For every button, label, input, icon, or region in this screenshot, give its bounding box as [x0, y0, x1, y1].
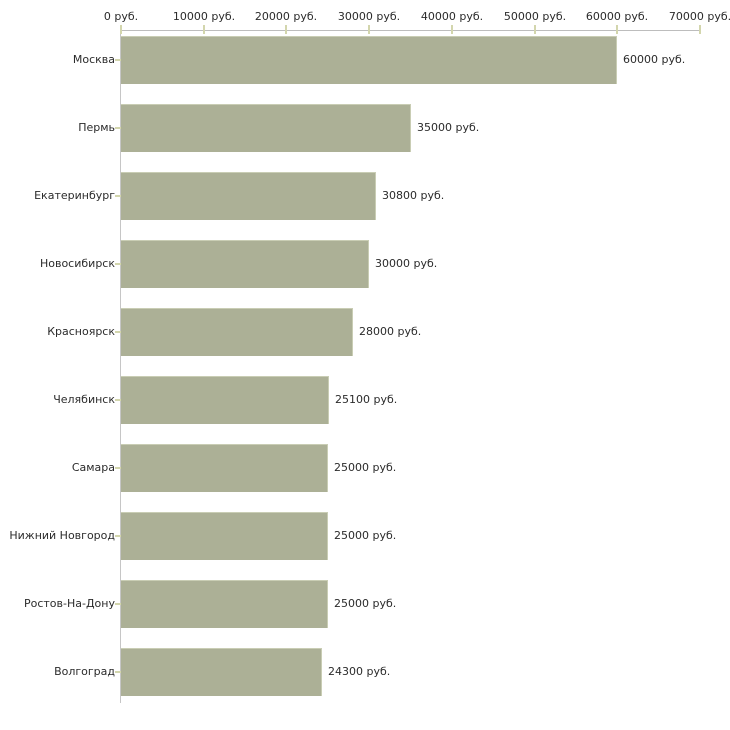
bar: [121, 648, 322, 696]
category-label: Ростов-На-Дону: [23, 597, 115, 610]
y-axis-line: [120, 30, 121, 703]
bar: [121, 240, 369, 288]
category-label: Самара: [71, 461, 115, 474]
bar-value-label: 24300 руб.: [328, 665, 391, 678]
category-tick: [115, 399, 121, 401]
x-axis-tick: [285, 25, 287, 34]
x-axis-tick-label: 30000 руб.: [337, 10, 401, 23]
category-label: Красноярск: [47, 325, 115, 338]
category-tick: [115, 263, 121, 265]
category-tick: [115, 195, 121, 197]
category-tick: [115, 535, 121, 537]
bar-value-label: 60000 руб.: [623, 53, 686, 66]
category-tick: [115, 467, 121, 469]
category-tick: [115, 127, 121, 129]
bar: [121, 376, 329, 424]
x-axis-tick: [203, 25, 205, 34]
category-label: Екатеринбург: [34, 189, 115, 202]
x-axis-tick: [368, 25, 370, 34]
category-label: Новосибирск: [39, 257, 115, 270]
x-axis-line: [120, 30, 701, 31]
bar-value-label: 30000 руб.: [375, 257, 438, 270]
bar: [121, 512, 328, 560]
bar: [121, 444, 328, 492]
category-label: Москва: [72, 53, 115, 66]
x-axis-tick: [699, 25, 701, 34]
category-label: Нижний Новгород: [9, 529, 115, 542]
x-axis-tick-label: 50000 руб.: [503, 10, 567, 23]
x-axis-tick-label: 70000 руб.: [668, 10, 730, 23]
x-axis-tick-label: 0 руб.: [103, 10, 139, 23]
x-axis-tick-label: 20000 руб.: [254, 10, 318, 23]
bar-value-label: 30800 руб.: [382, 189, 445, 202]
bar: [121, 104, 411, 152]
x-axis-tick: [616, 25, 618, 34]
x-axis-tick-label: 60000 руб.: [585, 10, 649, 23]
bar: [121, 580, 328, 628]
category-tick: [115, 331, 121, 333]
x-axis-tick-label: 10000 руб.: [172, 10, 236, 23]
bar: [121, 308, 353, 356]
bar: [121, 36, 617, 84]
x-axis-tick: [451, 25, 453, 34]
bar-value-label: 25000 руб.: [334, 597, 397, 610]
category-tick: [115, 603, 121, 605]
bar-value-label: 35000 руб.: [417, 121, 480, 134]
x-axis-tick-label: 40000 руб.: [420, 10, 484, 23]
bar-value-label: 25000 руб.: [334, 529, 397, 542]
x-axis-tick: [120, 25, 122, 34]
category-label: Пермь: [78, 121, 115, 134]
bar: [121, 172, 376, 220]
bar-value-label: 25100 руб.: [335, 393, 398, 406]
category-tick: [115, 671, 121, 673]
x-axis-tick: [534, 25, 536, 34]
category-label: Волгоград: [54, 665, 115, 678]
bar-value-label: 25000 руб.: [334, 461, 397, 474]
bar-value-label: 28000 руб.: [359, 325, 422, 338]
category-tick: [115, 59, 121, 61]
category-label: Челябинск: [53, 393, 115, 406]
